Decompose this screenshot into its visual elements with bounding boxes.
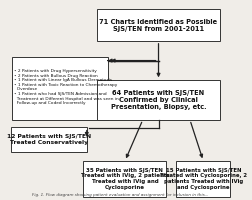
Text: 12 Patients with SJS/TEN
Treated Conservatively: 12 Patients with SJS/TEN Treated Conserv… [7, 134, 91, 145]
FancyBboxPatch shape [176, 161, 230, 197]
FancyBboxPatch shape [11, 127, 87, 152]
FancyBboxPatch shape [97, 80, 220, 120]
Text: • 2 Patients with Drug Hypersensitivity
• 2 Patients with Bullous Drug Reaction
: • 2 Patients with Drug Hypersensitivity … [14, 69, 119, 105]
Text: 71 Charts Identified as Possible
SJS/TEN from 2001-2011: 71 Charts Identified as Possible SJS/TEN… [100, 19, 217, 32]
Text: 64 Patients with SJS/TEN
Confirmed by Clinical
Presentation, Biopsy, etc.: 64 Patients with SJS/TEN Confirmed by Cl… [111, 90, 206, 110]
Text: 15 Patients with SJS/TEN
Treated with Cyclosporine, 2
patients Treated with IVig: 15 Patients with SJS/TEN Treated with Cy… [160, 168, 247, 190]
FancyBboxPatch shape [12, 57, 108, 120]
Text: 35 Patients with SJS/TEN
Treated with IVig, 2 patients
Treated with IVig and
Cyc: 35 Patients with SJS/TEN Treated with IV… [80, 168, 169, 190]
FancyBboxPatch shape [97, 9, 220, 41]
FancyBboxPatch shape [83, 161, 166, 197]
Text: Fig. 1. Flow diagram showing patient evaluation and assignment for inclusion in : Fig. 1. Flow diagram showing patient eva… [32, 193, 209, 197]
